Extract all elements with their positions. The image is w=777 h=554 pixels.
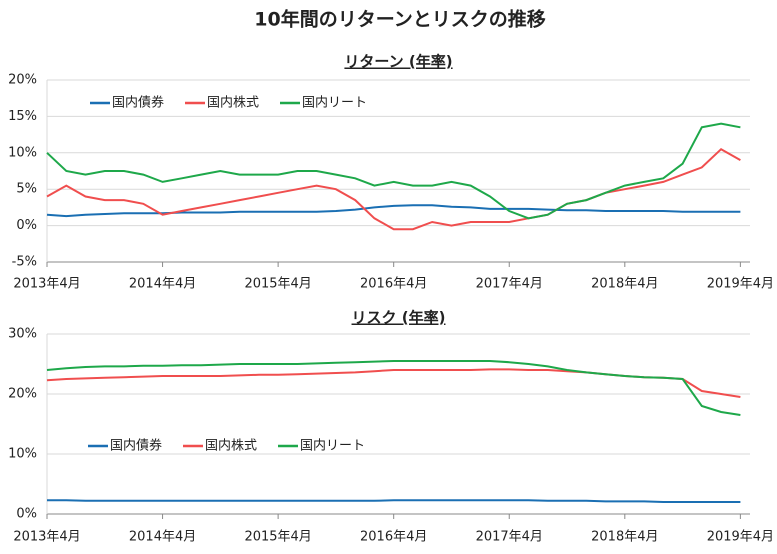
y-tick-label: 20% — [8, 73, 37, 88]
legend-label: 国内株式 — [205, 438, 257, 454]
y-tick-label: 0% — [16, 507, 37, 522]
y-tick-label: 0% — [16, 218, 37, 233]
x-tick-label: 2016年4月 — [360, 277, 427, 292]
y-tick-label: 30% — [8, 327, 37, 342]
x-tick-label: 2014年4月 — [129, 530, 196, 545]
y-tick-label: -5% — [12, 255, 37, 270]
chart-subtitle: リスク (年率) — [352, 309, 446, 327]
x-tick-label: 2017年4月 — [476, 277, 543, 292]
x-tick-label: 2018年4月 — [591, 277, 658, 292]
x-tick-label: 2019年4月 — [707, 277, 774, 292]
series-line — [46, 204, 741, 218]
x-tick-label: 2017年4月 — [476, 530, 543, 545]
x-tick-label: 2013年4月 — [13, 530, 80, 545]
series-line — [46, 368, 741, 398]
series-line — [46, 360, 741, 416]
y-tick-label: 10% — [8, 447, 37, 462]
y-tick-label: 15% — [8, 109, 37, 124]
x-tick-label: 2015年4月 — [244, 530, 311, 545]
series-line — [46, 147, 741, 231]
x-tick-label: 2015年4月 — [244, 277, 311, 292]
x-tick-label: 2018年4月 — [591, 530, 658, 545]
legend-label: 国内債券 — [110, 438, 162, 454]
page-title: 10年間のリターンとリスクの推移 — [254, 8, 546, 31]
legend-label: 国内株式 — [207, 95, 259, 111]
y-tick-label: 5% — [16, 182, 37, 197]
y-tick-label: 20% — [8, 387, 37, 402]
legend-label: 国内リート — [300, 438, 365, 454]
series-line — [46, 122, 741, 220]
legend-label: 国内債券 — [112, 95, 164, 111]
legend-label: 国内リート — [302, 95, 367, 111]
x-tick-label: 2014年4月 — [129, 277, 196, 292]
x-tick-label: 2019年4月 — [707, 530, 774, 545]
y-tick-label: 10% — [8, 145, 37, 160]
chart-subtitle: リターン (年率) — [344, 53, 452, 71]
x-tick-label: 2016年4月 — [360, 530, 427, 545]
series-line — [47, 499, 741, 503]
x-tick-label: 2013年4月 — [13, 277, 80, 292]
